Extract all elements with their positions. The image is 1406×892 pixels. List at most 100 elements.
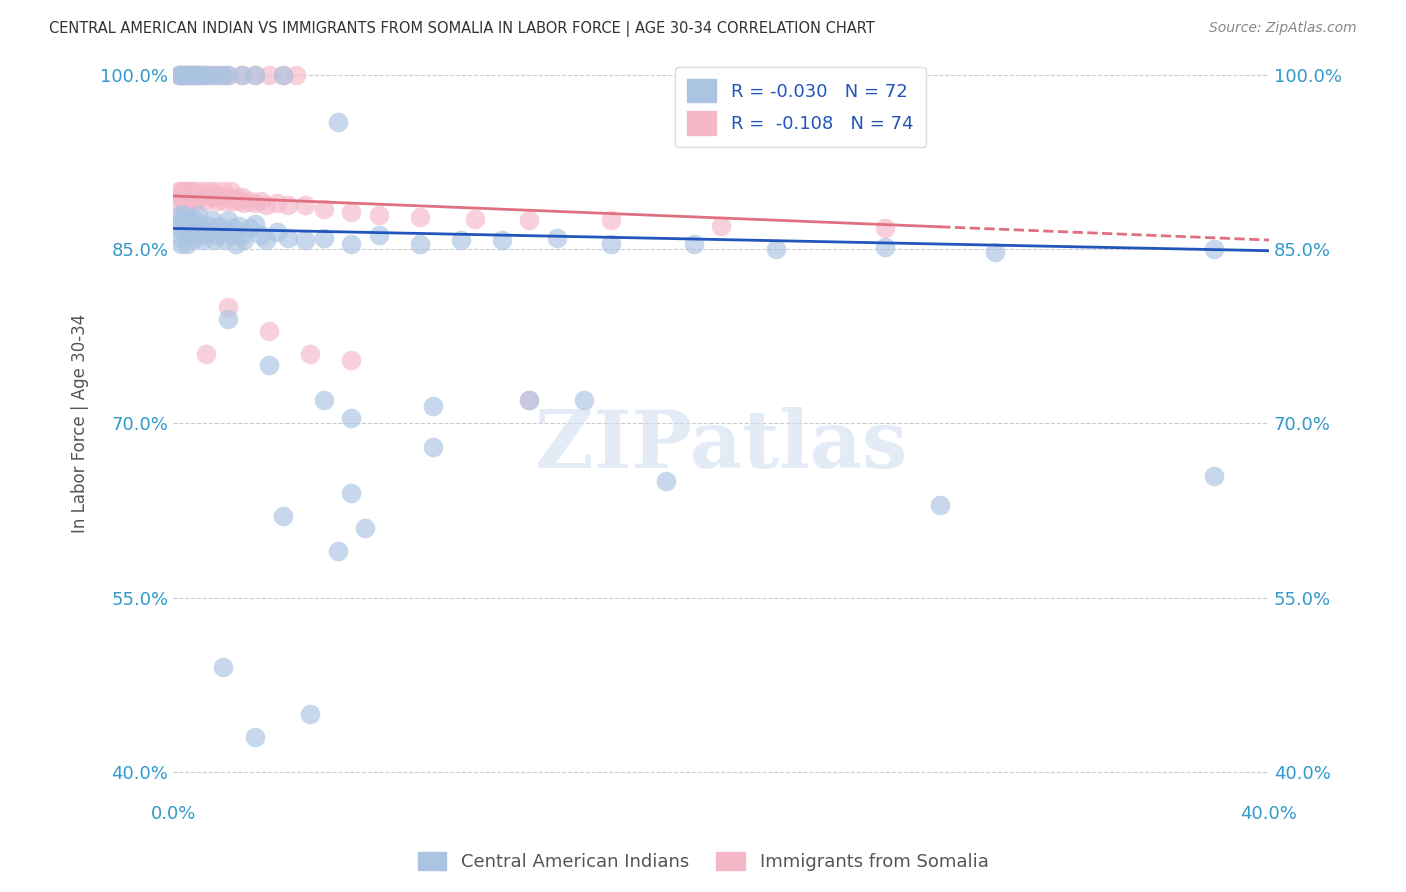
Point [422, 399, 444, 413]
Point [184, 194, 207, 208]
Point [200, 68, 222, 82]
Point [176, 219, 198, 233]
Point [181, 68, 204, 82]
Point [422, 440, 444, 454]
Point [176, 68, 198, 82]
Point [239, 194, 262, 208]
Point [179, 184, 201, 198]
Point [929, 498, 952, 512]
Point [517, 393, 540, 408]
Point [225, 190, 247, 204]
Point [181, 219, 204, 233]
Point [217, 312, 239, 326]
Point [200, 213, 222, 227]
Point [211, 68, 233, 82]
Point [233, 233, 256, 247]
Point [179, 194, 201, 208]
Point [176, 68, 198, 82]
Point [340, 486, 363, 500]
Point [211, 68, 233, 82]
Point [202, 233, 225, 247]
Point [219, 184, 242, 198]
Point [875, 240, 897, 254]
Point [231, 68, 253, 82]
Point [231, 228, 253, 243]
Point [173, 207, 195, 221]
Point [193, 233, 215, 247]
Point [165, 219, 187, 233]
Point [187, 190, 209, 204]
Point [179, 213, 201, 227]
Point [266, 225, 288, 239]
Point [984, 244, 1007, 259]
Point [464, 212, 486, 227]
Point [187, 68, 209, 82]
Point [326, 114, 349, 128]
Point [875, 221, 897, 235]
Point [294, 233, 316, 247]
Point [409, 236, 432, 251]
Point [312, 231, 335, 245]
Point [245, 68, 267, 82]
Point [173, 190, 195, 204]
Point [170, 213, 193, 227]
Text: Source: ZipAtlas.com: Source: ZipAtlas.com [1209, 21, 1357, 35]
Point [176, 236, 198, 251]
Point [254, 233, 277, 247]
Point [299, 347, 322, 361]
Point [173, 184, 195, 198]
Point [219, 228, 242, 243]
Point [600, 213, 623, 227]
Point [190, 68, 212, 82]
Point [257, 359, 280, 373]
Point [179, 68, 201, 82]
Point [1204, 243, 1226, 257]
Point [354, 521, 377, 535]
Point [208, 190, 231, 204]
Point [184, 213, 207, 227]
Point [600, 236, 623, 251]
Point [277, 198, 299, 212]
Point [217, 213, 239, 227]
Text: CENTRAL AMERICAN INDIAN VS IMMIGRANTS FROM SOMALIA IN LABOR FORCE | AGE 30-34 CO: CENTRAL AMERICAN INDIAN VS IMMIGRANTS FR… [49, 21, 875, 37]
Point [245, 730, 267, 744]
Point [170, 236, 193, 251]
Point [491, 233, 513, 247]
Point [245, 195, 267, 210]
Point [765, 243, 787, 257]
Point [225, 236, 247, 251]
Point [250, 228, 273, 243]
Point [217, 68, 239, 82]
Point [200, 68, 222, 82]
Point [682, 236, 704, 251]
Text: ZIPatlas: ZIPatlas [534, 407, 907, 485]
Point [367, 228, 389, 243]
Point [170, 68, 193, 82]
Point [271, 68, 294, 82]
Point [170, 184, 193, 198]
Point [340, 236, 363, 251]
Point [176, 184, 198, 198]
Point [208, 219, 231, 233]
Point [198, 184, 221, 198]
Point [217, 190, 239, 204]
Point [340, 410, 363, 425]
Point [181, 68, 204, 82]
Point [195, 225, 218, 239]
Point [655, 475, 678, 489]
Y-axis label: In Labor Force | Age 30-34: In Labor Force | Age 30-34 [72, 314, 89, 533]
Point [187, 68, 209, 82]
Point [167, 207, 190, 221]
Point [165, 195, 187, 210]
Point [572, 393, 595, 408]
Point [198, 219, 221, 233]
Point [517, 213, 540, 227]
Point [179, 68, 201, 82]
Point [173, 225, 195, 239]
Point [239, 221, 262, 235]
Point [326, 544, 349, 558]
Point [222, 221, 245, 235]
Point [205, 68, 228, 82]
Point [170, 68, 193, 82]
Point [200, 190, 222, 204]
